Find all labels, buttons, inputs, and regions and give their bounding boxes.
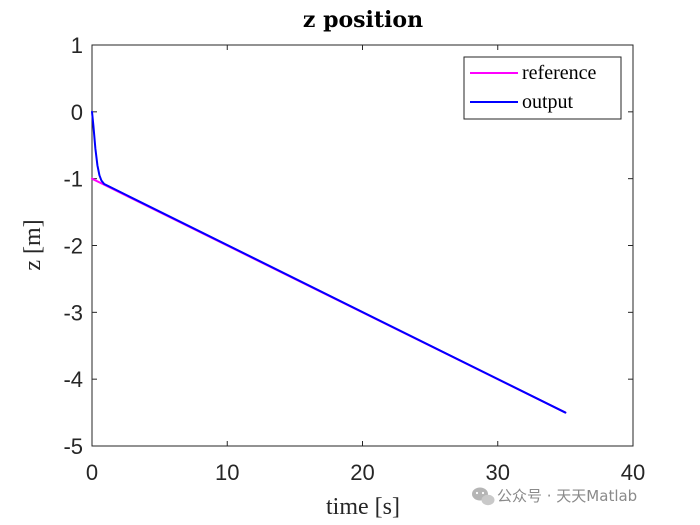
y-tick-label: -1 <box>63 167 83 192</box>
series-lines <box>91 110 567 414</box>
watermark-text: 公众号 · 天天Matlab <box>497 487 637 505</box>
y-tick-label: -5 <box>63 434 83 459</box>
y-axis-label: z [m] <box>20 219 46 270</box>
y-tick-label: -4 <box>63 367 83 392</box>
chart-title: z position <box>303 7 423 33</box>
x-tick-label: 20 <box>350 460 374 485</box>
legend-label-reference: reference <box>522 62 596 84</box>
legend-label-output: output <box>522 91 574 113</box>
legend: reference output <box>463 56 622 120</box>
legend-box <box>463 56 622 120</box>
x-tick-label: 0 <box>86 460 98 485</box>
x-tick-label: 40 <box>621 460 645 485</box>
y-tick-label: 0 <box>71 100 83 125</box>
wechat-icon <box>472 487 495 506</box>
x-axis-label: time [s] <box>326 494 400 520</box>
x-tick-label: 30 <box>486 460 510 485</box>
y-tick-label: -3 <box>63 300 83 325</box>
y-tick-label: 1 <box>71 33 83 58</box>
y-tick-label: -2 <box>63 234 83 259</box>
watermark: 公众号 · 天天Matlab <box>472 487 637 506</box>
series-line-output <box>91 110 567 414</box>
x-tick-label: 10 <box>215 460 239 485</box>
